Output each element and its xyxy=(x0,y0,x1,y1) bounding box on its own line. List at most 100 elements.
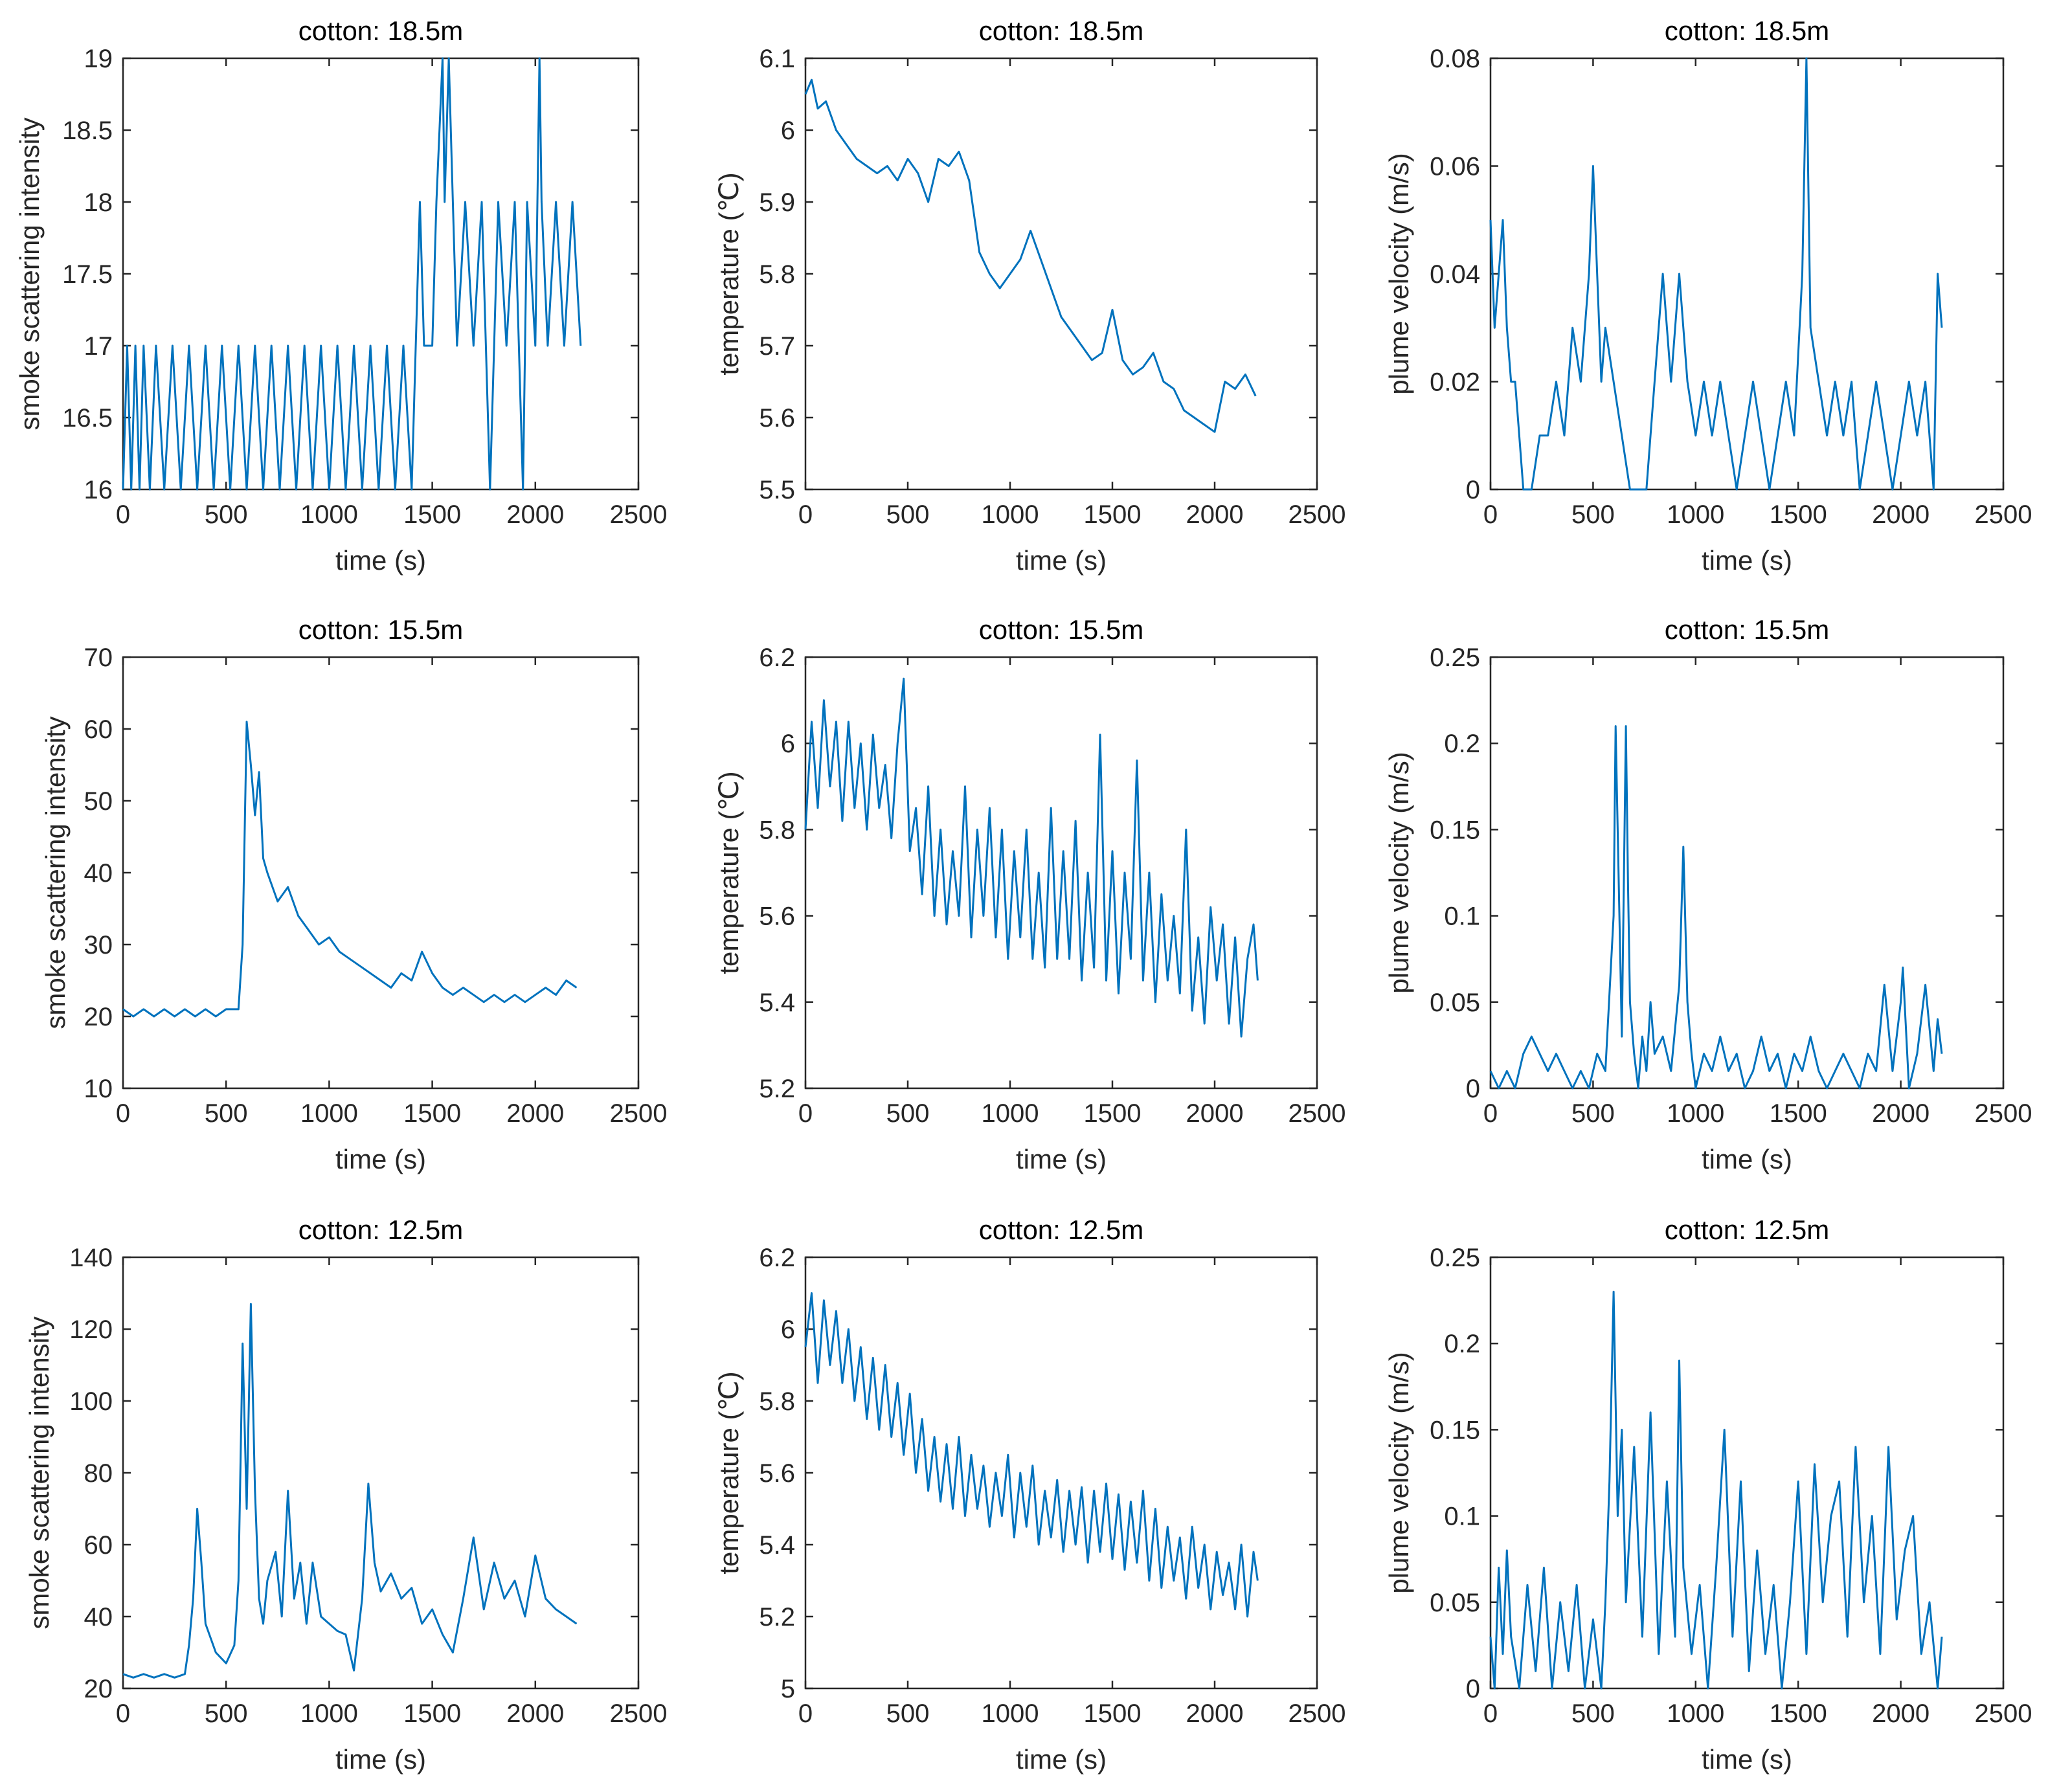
y-tick-label: 0.05 xyxy=(1430,1589,1480,1617)
y-tick-label: 19 xyxy=(84,45,113,73)
chart-title: cotton: 12.5m xyxy=(979,1215,1143,1245)
chart-title: cotton: 12.5m xyxy=(298,1215,463,1245)
x-tick-label: 2000 xyxy=(506,500,564,529)
y-tick-label: 16 xyxy=(84,476,113,504)
y-tick-label: 0.2 xyxy=(1444,730,1480,758)
data-line xyxy=(804,677,1259,1038)
y-tick-label: 120 xyxy=(69,1316,113,1344)
plot-area xyxy=(804,1256,1318,1690)
plot-area xyxy=(122,656,640,1090)
data-line xyxy=(804,1292,1259,1618)
y-tick-label: 40 xyxy=(84,1603,113,1631)
x-tick-label: 1500 xyxy=(403,1699,461,1728)
plot-area xyxy=(804,57,1318,491)
panel-temperature-15-5: 0 500 1000 1500 2000 2500 5.2 5.4 5.6 5.8 6 6.2 cot… xyxy=(714,614,1345,1174)
y-tick-label: 5.6 xyxy=(759,404,795,432)
x-axis-label: time (s) xyxy=(1702,545,1792,576)
x-tick-label: 1500 xyxy=(1770,500,1827,529)
y-axis-label: smoke scattering intensity xyxy=(14,117,45,430)
x-tick-label: 500 xyxy=(886,1699,930,1728)
y-tick-label: 0.25 xyxy=(1430,644,1480,672)
x-axis-label: time (s) xyxy=(1016,1144,1107,1174)
x-tick-label: 500 xyxy=(205,1699,248,1728)
x-tick-label: 1500 xyxy=(1770,1699,1827,1728)
panel-temperature-12-5: 0 500 1000 1500 2000 2500 5 5.2 5.4 5.6 5.8 6 6.2 co… xyxy=(714,1215,1345,1775)
x-tick-label: 500 xyxy=(1571,1099,1615,1128)
x-tick-label: 2000 xyxy=(1872,1099,1930,1128)
y-tick-label: 0 xyxy=(1466,1675,1480,1703)
data-line xyxy=(1489,57,1943,491)
y-tick-label: 0 xyxy=(1466,476,1480,504)
x-tick-label: 500 xyxy=(205,500,248,529)
y-axis-label: temperature (℃) xyxy=(714,771,744,974)
x-tick-label: 2000 xyxy=(1872,1699,1930,1728)
x-tick-label: 500 xyxy=(886,500,930,529)
y-tick-label: 0.15 xyxy=(1430,816,1480,844)
x-axis-label: time (s) xyxy=(335,545,426,576)
y-tick-label: 20 xyxy=(84,1675,113,1703)
x-tick-label: 2500 xyxy=(1288,500,1346,529)
plot-area xyxy=(1489,1256,2005,1690)
y-tick-label: 17.5 xyxy=(62,260,113,289)
y-tick-label: 5.2 xyxy=(759,1075,795,1103)
chart-title: cotton: 12.5m xyxy=(1665,1215,1829,1245)
y-tick-label: 40 xyxy=(84,859,113,888)
x-tick-label: 2500 xyxy=(1975,1099,2032,1128)
y-tick-label: 0 xyxy=(1466,1075,1480,1103)
x-tick-label: 0 xyxy=(798,1699,813,1728)
y-tick-label: 6.2 xyxy=(759,1244,795,1272)
plot-area xyxy=(1489,656,2005,1090)
x-tick-label: 0 xyxy=(116,1699,130,1728)
x-tick-label: 0 xyxy=(798,1099,813,1128)
x-tick-label: 500 xyxy=(886,1099,930,1128)
y-tick-label: 5.8 xyxy=(759,260,795,289)
x-tick-label: 2500 xyxy=(610,1699,668,1728)
x-tick-label: 500 xyxy=(1571,500,1615,529)
y-tick-label: 0.02 xyxy=(1430,368,1480,397)
y-tick-label: 6.2 xyxy=(759,644,795,672)
x-tick-label: 0 xyxy=(1483,500,1498,529)
x-tick-label: 2500 xyxy=(1288,1699,1346,1728)
x-tick-label: 2500 xyxy=(1975,500,2032,529)
y-tick-label: 6.1 xyxy=(759,45,795,73)
y-tick-label: 6 xyxy=(781,1316,795,1344)
panel-smoke-12-5: 0 500 1000 1500 2000 2500 20 40 60 80 100 120 140 co… xyxy=(24,1215,667,1775)
x-tick-label: 1000 xyxy=(300,1699,358,1728)
x-tick-label: 1500 xyxy=(1084,1099,1142,1128)
y-tick-label: 5.5 xyxy=(759,476,795,504)
chart-title: cotton: 18.5m xyxy=(979,16,1143,46)
y-tick-label: 0.15 xyxy=(1430,1416,1480,1444)
y-tick-label: 100 xyxy=(69,1387,113,1416)
y-tick-label: 30 xyxy=(84,931,113,959)
x-axis-label: time (s) xyxy=(1702,1144,1792,1174)
y-tick-label: 5.2 xyxy=(759,1603,795,1631)
y-axis-label: plume velocity (m/s) xyxy=(1384,752,1414,993)
y-tick-label: 0.2 xyxy=(1444,1330,1480,1358)
x-tick-label: 2500 xyxy=(610,1099,668,1128)
x-tick-label: 0 xyxy=(116,1099,130,1128)
chart-title: cotton: 15.5m xyxy=(979,614,1143,645)
y-tick-label: 6 xyxy=(781,730,795,758)
data-line xyxy=(1489,725,1943,1090)
x-tick-label: 2500 xyxy=(610,500,668,529)
plot-area xyxy=(122,1256,640,1690)
y-tick-label: 80 xyxy=(84,1459,113,1488)
y-axis-label: smoke scattering intensity xyxy=(40,716,71,1029)
x-tick-label: 0 xyxy=(116,500,130,529)
x-tick-label: 2000 xyxy=(1186,500,1244,529)
x-tick-label: 500 xyxy=(205,1099,248,1128)
data-line xyxy=(804,78,1257,433)
y-tick-label: 5.4 xyxy=(759,989,795,1017)
x-tick-label: 1000 xyxy=(982,500,1039,529)
y-tick-label: 10 xyxy=(84,1075,113,1103)
x-tick-label: 1000 xyxy=(982,1699,1039,1728)
y-tick-label: 60 xyxy=(84,1531,113,1560)
y-tick-label: 5.8 xyxy=(759,816,795,844)
x-tick-label: 0 xyxy=(1483,1699,1498,1728)
chart-title: cotton: 15.5m xyxy=(298,614,463,645)
y-tick-label: 0.1 xyxy=(1444,1503,1480,1531)
y-tick-label: 50 xyxy=(84,787,113,816)
y-tick-label: 0.08 xyxy=(1430,45,1480,73)
x-tick-label: 1000 xyxy=(982,1099,1039,1128)
